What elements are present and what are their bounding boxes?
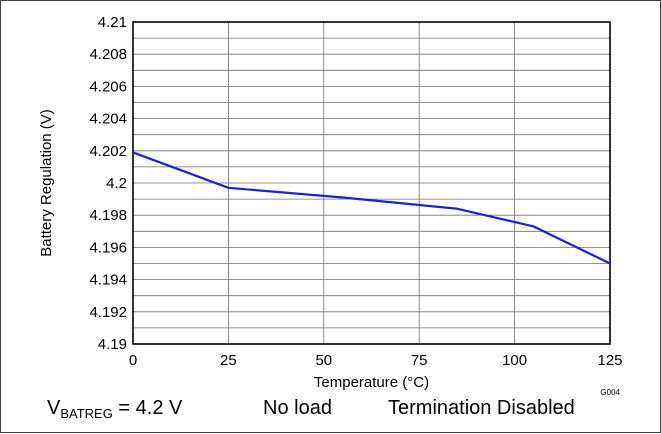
x-tick-label: 50 — [315, 352, 332, 369]
y-tick-label: 4.208 — [89, 46, 127, 63]
x-tick-label: 25 — [220, 352, 237, 369]
x-tick-label: 0 — [129, 352, 137, 369]
y-axis-title: Battery Regulation (V) — [38, 109, 55, 257]
y-tick-label: 4.194 — [89, 272, 127, 289]
load-condition: No load — [263, 397, 332, 419]
y-tick-label: 4.202 — [89, 143, 127, 160]
vbatreg-value: = 4.2 V — [112, 397, 183, 419]
y-tick-label: 4.19 — [98, 336, 127, 353]
vbatreg-condition: VBATREG = 4.2 V — [47, 397, 182, 421]
x-tick-label: 100 — [502, 352, 527, 369]
y-tick-label: 4.198 — [89, 207, 127, 224]
series-line — [132, 151, 611, 265]
figure-id-label: G004 — [600, 388, 620, 397]
plot-area-border — [132, 21, 611, 345]
y-tick-label: 4.2 — [106, 175, 127, 192]
vbatreg-subscript: BATREG — [60, 406, 113, 421]
termination-condition: Termination Disabled — [388, 397, 575, 419]
y-tick-label: 4.192 — [89, 304, 127, 321]
vbatreg-symbol: V — [47, 397, 61, 419]
y-tick-label: 4.196 — [89, 239, 127, 256]
x-tick-label: 125 — [597, 352, 622, 369]
x-axis-title: Temperature (°C) — [314, 374, 429, 391]
y-tick-label: 4.204 — [89, 111, 127, 128]
y-tick-label: 4.206 — [89, 78, 127, 95]
y-tick-label: 4.21 — [98, 14, 127, 31]
x-tick-label: 75 — [411, 352, 428, 369]
